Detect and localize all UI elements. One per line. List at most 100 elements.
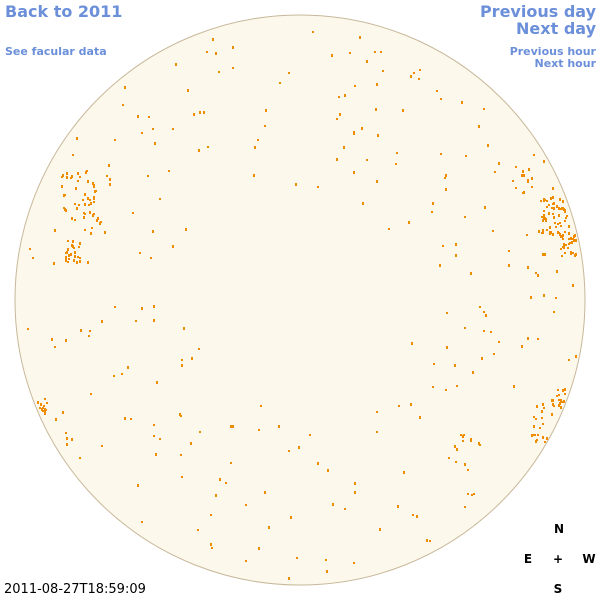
- facula: [71, 217, 73, 220]
- facula: [53, 262, 55, 265]
- facula: [172, 245, 174, 248]
- facula: [51, 338, 53, 341]
- facula: [553, 202, 555, 205]
- facula: [412, 514, 414, 516]
- facula: [88, 335, 90, 337]
- facula: [483, 311, 485, 313]
- facula: [219, 478, 221, 481]
- facula: [325, 559, 327, 561]
- facula: [535, 440, 537, 443]
- facula: [77, 256, 79, 258]
- facula: [183, 327, 185, 330]
- compass-center: +: [552, 552, 564, 566]
- facula: [553, 311, 555, 313]
- facula: [253, 174, 255, 177]
- facula: [153, 305, 155, 308]
- facula: [454, 445, 456, 448]
- facula: [141, 307, 143, 310]
- facula: [563, 244, 565, 246]
- facula: [73, 259, 75, 262]
- facula: [76, 137, 78, 140]
- previous-hour-link[interactable]: Previous hour: [509, 45, 596, 58]
- back-link[interactable]: Back to 2011: [5, 2, 123, 21]
- facula: [101, 320, 103, 323]
- facula: [153, 319, 155, 322]
- facula: [83, 216, 85, 219]
- facula: [498, 341, 500, 343]
- facula: [454, 364, 456, 367]
- facula: [264, 125, 266, 127]
- facular-link[interactable]: See facular data: [5, 45, 107, 58]
- facula: [556, 395, 558, 397]
- facula: [522, 192, 524, 194]
- facula: [64, 194, 66, 196]
- facula: [73, 247, 75, 249]
- facula: [210, 543, 212, 546]
- facula: [570, 251, 572, 253]
- facula: [66, 443, 68, 446]
- facula: [265, 109, 267, 112]
- facula: [245, 560, 247, 562]
- facula: [65, 259, 67, 262]
- facula: [215, 52, 217, 55]
- facula: [557, 389, 559, 391]
- facula: [527, 179, 529, 181]
- facula: [137, 115, 139, 118]
- facula: [481, 357, 483, 360]
- facula: [359, 36, 361, 39]
- facula: [558, 404, 560, 407]
- facula: [65, 339, 67, 342]
- facula: [130, 418, 132, 420]
- facula: [551, 207, 553, 209]
- facula: [543, 160, 545, 163]
- facula: [61, 176, 63, 178]
- facula: [78, 204, 80, 206]
- next-hour-link[interactable]: Next hour: [534, 57, 597, 70]
- facula: [44, 408, 46, 411]
- facula: [568, 232, 570, 235]
- facula: [432, 386, 434, 388]
- facula: [484, 206, 486, 209]
- facula: [544, 441, 546, 443]
- facula: [558, 207, 560, 210]
- facula: [436, 90, 438, 92]
- facula: [478, 442, 480, 445]
- facula: [526, 234, 528, 236]
- facula: [210, 514, 212, 516]
- facula: [84, 213, 86, 215]
- facula: [444, 177, 446, 179]
- facula: [568, 238, 570, 240]
- facula: [461, 101, 463, 104]
- facula: [332, 503, 334, 506]
- facula: [550, 197, 552, 200]
- facula: [199, 431, 201, 433]
- facula: [79, 260, 81, 263]
- facula: [71, 438, 73, 441]
- facula: [542, 436, 544, 439]
- facula: [197, 529, 199, 531]
- facula: [560, 248, 562, 250]
- facula: [190, 442, 192, 445]
- facula: [408, 221, 410, 224]
- facula: [191, 357, 193, 360]
- facula: [575, 253, 577, 256]
- facula: [218, 71, 220, 73]
- facula: [43, 405, 45, 407]
- facula: [84, 203, 86, 206]
- facula: [388, 228, 390, 230]
- facula: [152, 230, 154, 233]
- facula: [93, 196, 95, 198]
- facula: [211, 547, 213, 549]
- facula: [419, 69, 421, 71]
- facula: [568, 243, 570, 245]
- previous-day-link[interactable]: Previous day: [479, 2, 596, 21]
- facula: [66, 251, 68, 254]
- facula: [467, 493, 469, 495]
- facula: [80, 329, 82, 332]
- next-day-link[interactable]: Next day: [516, 19, 596, 38]
- facula: [564, 393, 566, 395]
- facula: [542, 232, 544, 234]
- facula: [572, 284, 574, 287]
- facula: [179, 413, 181, 416]
